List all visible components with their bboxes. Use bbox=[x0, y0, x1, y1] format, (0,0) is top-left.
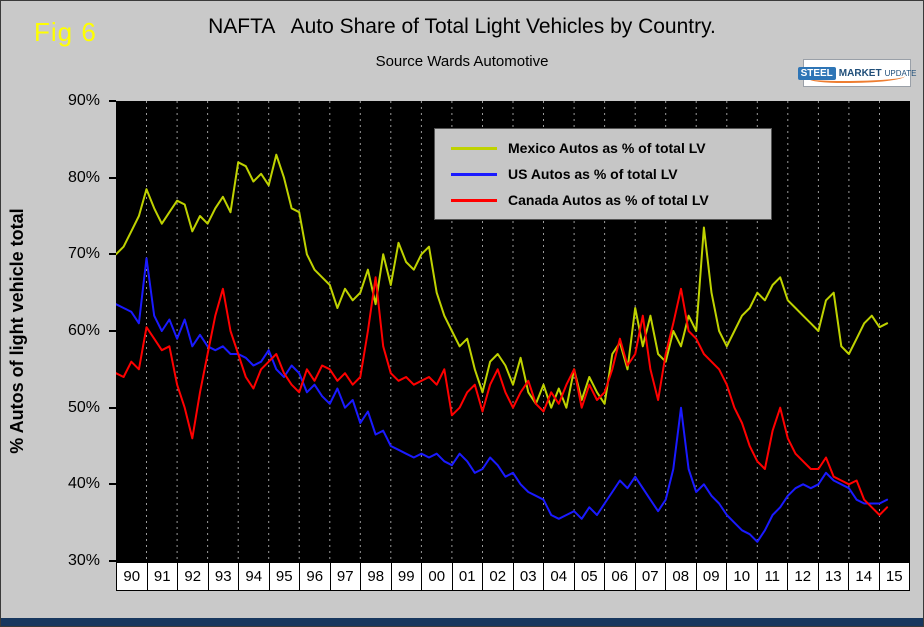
x-axis-year-label: 14 bbox=[848, 562, 880, 591]
figure-number-label: Fig 6 bbox=[34, 17, 97, 47]
x-axis-year-label: 93 bbox=[207, 562, 239, 591]
x-axis-year-label: 04 bbox=[543, 562, 575, 591]
x-axis-year-label: 08 bbox=[665, 562, 697, 591]
x-axis: 90 91 92 93 94 95 96 97 98 99 00 01 02 03 04 05 06 07 08 09… bbox=[116, 562, 910, 591]
y-axis-tick-mark bbox=[109, 406, 116, 409]
x-axis-year-label: 13 bbox=[817, 562, 849, 591]
x-axis-year-label: 15 bbox=[878, 562, 910, 591]
x-axis-year-label: 97 bbox=[329, 562, 361, 591]
canada-series-line bbox=[116, 276, 889, 516]
logo-market-text: MARKET bbox=[838, 67, 882, 79]
y-axis-tick-label: 90% bbox=[67, 92, 100, 109]
x-axis-year-label: 92 bbox=[177, 562, 209, 591]
canada-line-swatch bbox=[451, 198, 497, 202]
x-axis-year-label: 05 bbox=[573, 562, 605, 591]
y-axis: 90% 80% 70% 60% 50% 40% 30% bbox=[1, 92, 116, 569]
logo-update-text: UPDATE bbox=[884, 68, 917, 78]
x-axis-year-label: 99 bbox=[390, 562, 422, 591]
y-axis-tick-mark bbox=[109, 253, 116, 256]
us-series-line bbox=[116, 257, 889, 543]
legend-item-canada: Canada Autos as % of total LV bbox=[451, 192, 755, 208]
y-axis-tick-mark bbox=[109, 560, 116, 562]
x-axis-year-label: 07 bbox=[634, 562, 666, 591]
x-axis-year-label: 09 bbox=[695, 562, 727, 591]
y-axis-tick-label: 40% bbox=[67, 475, 100, 493]
y-axis-tick-mark bbox=[109, 176, 116, 179]
legend-label-canada: Canada Autos as % of total LV bbox=[508, 192, 709, 208]
x-axis-year-label: 94 bbox=[238, 562, 270, 591]
x-axis-year-label: 02 bbox=[482, 562, 514, 591]
chart-legend: Mexico Autos as % of total LV US Autos a… bbox=[434, 128, 772, 220]
bottom-accent-bar bbox=[1, 618, 923, 626]
x-axis-year-label: 01 bbox=[451, 562, 483, 591]
y-axis-tick-label: 60% bbox=[67, 322, 100, 339]
mexico-series-line bbox=[116, 153, 889, 409]
x-axis-year-label: 12 bbox=[787, 562, 819, 591]
mexico-line-swatch bbox=[451, 146, 497, 150]
us-line-swatch bbox=[451, 172, 497, 176]
legend-item-us: US Autos as % of total LV bbox=[451, 166, 755, 182]
x-axis-year-label: 96 bbox=[299, 562, 331, 591]
x-axis-year-label: 00 bbox=[421, 562, 453, 591]
x-axis-year-label: 98 bbox=[360, 562, 392, 591]
y-axis-tick-mark bbox=[109, 330, 116, 332]
y-axis-tick-label: 30% bbox=[67, 552, 100, 569]
x-axis-year-label: 03 bbox=[512, 562, 544, 591]
legend-label-us: US Autos as % of total LV bbox=[508, 166, 678, 182]
y-axis-tick-label: 70% bbox=[67, 245, 100, 263]
steel-market-update-logo: STEEL MARKET UPDATE bbox=[797, 59, 916, 87]
chart-canvas bbox=[116, 101, 889, 561]
x-axis-year-label: 11 bbox=[756, 562, 788, 591]
legend-item-mexico: Mexico Autos as % of total LV bbox=[451, 140, 755, 156]
y-axis-tick-label: 50% bbox=[67, 398, 100, 416]
x-axis-year-label: 91 bbox=[146, 562, 178, 591]
chart-source-subtitle: Source Wards Automotive bbox=[375, 53, 549, 70]
y-axis-tick-mark bbox=[109, 483, 116, 486]
x-axis-year-label: 10 bbox=[726, 562, 758, 591]
y-axis-tick-label: 80% bbox=[67, 168, 100, 186]
logo-steel-text: STEEL bbox=[797, 66, 836, 80]
legend-label-mexico: Mexico Autos as % of total LV bbox=[508, 140, 706, 156]
x-axis-year-label: 90 bbox=[116, 562, 148, 591]
chart-title: NAFTA Auto Share of Total Light Vehicles… bbox=[208, 15, 716, 38]
y-axis-tick-mark bbox=[109, 100, 116, 102]
x-axis-year-label: 95 bbox=[268, 562, 300, 591]
logo-swoosh-icon bbox=[809, 72, 905, 83]
x-axis-year-label: 06 bbox=[604, 562, 636, 591]
